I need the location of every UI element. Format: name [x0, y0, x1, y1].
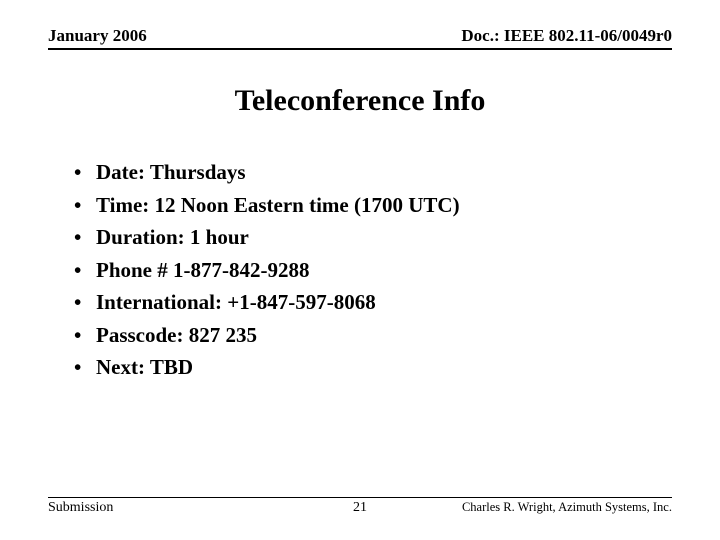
footer-rule — [48, 497, 672, 498]
header-doc-id: Doc.: IEEE 802.11-06/0049r0 — [461, 26, 672, 46]
list-item: Phone # 1-877-842-9288 — [74, 254, 672, 287]
list-item: Duration: 1 hour — [74, 221, 672, 254]
bullet-list: Date: Thursdays Time: 12 Noon Eastern ti… — [48, 156, 672, 384]
list-item: International: +1-847-597-8068 — [74, 286, 672, 319]
list-item: Next: TBD — [74, 351, 672, 384]
footer-row: Submission 21 Charles R. Wright, Azimuth… — [48, 500, 672, 516]
list-item: Date: Thursdays — [74, 156, 672, 189]
header: January 2006 Doc.: IEEE 802.11-06/0049r0 — [48, 26, 672, 50]
slide-title: Teleconference Info — [48, 84, 672, 118]
footer-page-number: 21 — [353, 500, 367, 516]
footer-author: Charles R. Wright, Azimuth Systems, Inc. — [462, 500, 672, 515]
list-item: Time: 12 Noon Eastern time (1700 UTC) — [74, 189, 672, 222]
list-item: Passcode: 827 235 — [74, 319, 672, 352]
slide: January 2006 Doc.: IEEE 802.11-06/0049r0… — [0, 0, 720, 540]
header-date: January 2006 — [48, 26, 147, 46]
footer-left: Submission — [48, 500, 113, 516]
footer: Submission 21 Charles R. Wright, Azimuth… — [48, 497, 672, 516]
